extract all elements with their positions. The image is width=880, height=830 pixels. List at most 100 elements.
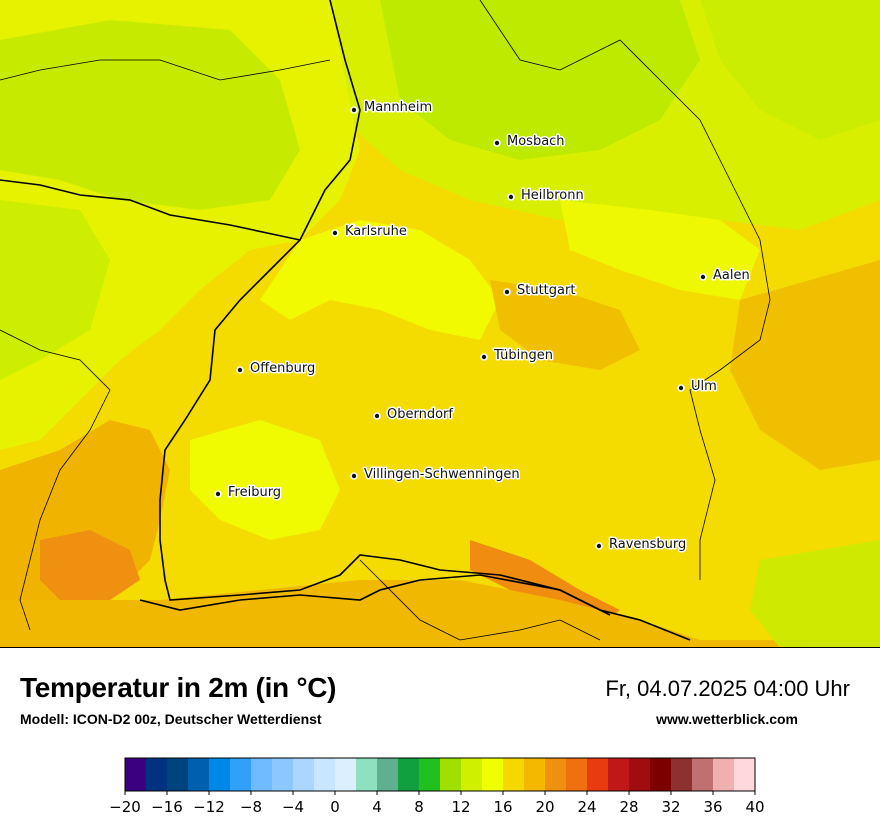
city-tuebingen: Tübingen [480, 347, 555, 365]
city-dot-icon [595, 542, 603, 550]
city-label: Stuttgart [517, 283, 575, 298]
city-label: Oberndorf [387, 407, 453, 422]
city-label: Tübingen [493, 348, 553, 363]
temp-zone-east-warm [730, 260, 880, 470]
legend-canvas: −20 −16 −12 −8 −4 0 4 8 12 16 20 24 28 32 36 40 [109, 757, 765, 816]
legend-tick-label: 16 [493, 798, 512, 816]
country-border-south [139, 574, 691, 641]
state-border-bw [159, 0, 611, 616]
legend-tick-label: −12 [193, 798, 225, 816]
legend-swatch [419, 758, 441, 791]
legend-swatch [503, 758, 525, 791]
city-oberndorf: Oberndorf [373, 406, 455, 424]
legend-tick-label: 36 [703, 798, 722, 816]
temp-zone-far-west [0, 200, 110, 380]
temperature-map: Mannheim Mosbach Heilbronn Karlsruhe Aal… [0, 0, 880, 648]
forecast-datetime: Fr, 04.07.2025 04:00 Uhr [605, 676, 850, 701]
legend-swatch [440, 758, 462, 791]
city-dot-icon [236, 366, 244, 374]
legend-swatch [335, 758, 357, 791]
city-label: Villingen-Schwenningen [364, 467, 520, 482]
city-mannheim: Mannheim [350, 99, 434, 117]
map-footer: Temperatur in 2m (in °C) Modell: ICON-D2… [0, 648, 880, 830]
legend-swatch [377, 758, 399, 791]
state-border-north [0, 179, 301, 241]
city-dot-icon [480, 353, 488, 361]
city-label: Freiburg [228, 485, 281, 500]
legend-swatch [692, 758, 714, 791]
legend-tick-label: 28 [619, 798, 638, 816]
map-canvas: Mannheim Mosbach Heilbronn Karlsruhe Aal… [0, 0, 880, 648]
legend-swatch [524, 758, 546, 791]
city-dot-icon [699, 273, 707, 281]
legend-swatch [125, 758, 147, 791]
temp-zone-stuttgart-warm [490, 280, 640, 370]
legend-swatch [482, 758, 504, 791]
temp-zone-central-yellow [260, 220, 500, 340]
district-border-east [479, 0, 771, 580]
city-label: Ulm [691, 379, 717, 394]
city-dot-icon [350, 106, 358, 114]
city-label: Offenburg [250, 361, 315, 376]
legend-swatch [461, 758, 483, 791]
legend-tick-label: 32 [661, 798, 680, 816]
city-offenburg: Offenburg [236, 360, 317, 378]
legend-swatch [356, 758, 378, 791]
legend-swatch [608, 758, 630, 791]
district-border-lower-west [0, 329, 111, 631]
city-mosbach: Mosbach [493, 133, 566, 151]
city-heilbronn: Heilbronn [507, 187, 585, 205]
district-border-swiss [359, 559, 601, 641]
city-villingen-schwenningen: Villingen-Schwenningen [350, 466, 521, 484]
legend-swatch [713, 758, 735, 791]
legend-tick-label: 40 [745, 798, 764, 816]
legend-tick-label: 0 [330, 798, 340, 816]
legend-swatch [671, 758, 693, 791]
legend-tick-label: 20 [535, 798, 554, 816]
legend-swatch [587, 758, 609, 791]
city-dot-icon [373, 412, 381, 420]
city-ulm: Ulm [677, 378, 718, 396]
legend-tick-label: −20 [109, 798, 141, 816]
legend-swatch [293, 758, 315, 791]
legend-swatch [146, 758, 168, 791]
temp-zone-west-green [0, 20, 300, 210]
city-dot-icon [503, 288, 511, 296]
legend-tick-label: 8 [414, 798, 424, 816]
map-title: Temperatur in 2m (in °C) [20, 672, 337, 703]
city-label: Aalen [713, 268, 750, 283]
legend-swatch [188, 758, 210, 791]
legend-swatch [167, 758, 189, 791]
city-label: Karlsruhe [345, 224, 407, 239]
legend-tick-label: −8 [240, 798, 262, 816]
temp-zone-northeast-green [700, 0, 880, 140]
city-stuttgart: Stuttgart [503, 282, 577, 300]
legend-swatch [251, 758, 273, 791]
model-source: Modell: ICON-D2 00z, Deutscher Wetterdie… [20, 711, 322, 727]
city-aalen: Aalen [699, 267, 751, 285]
legend-swatch [734, 758, 756, 791]
map-borders [0, 0, 771, 641]
legend-tick-label: 12 [451, 798, 470, 816]
legend-swatch [398, 758, 420, 791]
legend-swatch [566, 758, 588, 791]
temp-zone-southwest-hot [40, 530, 140, 600]
temp-zone-alps-green [750, 540, 880, 648]
legend-swatch [272, 758, 294, 791]
city-label: Mosbach [507, 134, 565, 149]
legend-frame [124, 757, 756, 792]
city-dot-icon [493, 139, 501, 147]
legend-swatch [650, 758, 672, 791]
website-link[interactable]: www.wetterblick.com [656, 711, 798, 727]
city-dot-icon [677, 384, 685, 392]
legend-tick-label: 24 [577, 798, 596, 816]
legend-swatch [545, 758, 567, 791]
legend-swatch [230, 758, 252, 791]
city-freiburg: Freiburg [214, 484, 283, 502]
legend-tick-label: −4 [282, 798, 304, 816]
city-dot-icon [507, 193, 515, 201]
legend-swatch [629, 758, 651, 791]
legend-swatch [209, 758, 231, 791]
city-dot-icon [350, 472, 358, 480]
district-border-west [0, 59, 331, 81]
